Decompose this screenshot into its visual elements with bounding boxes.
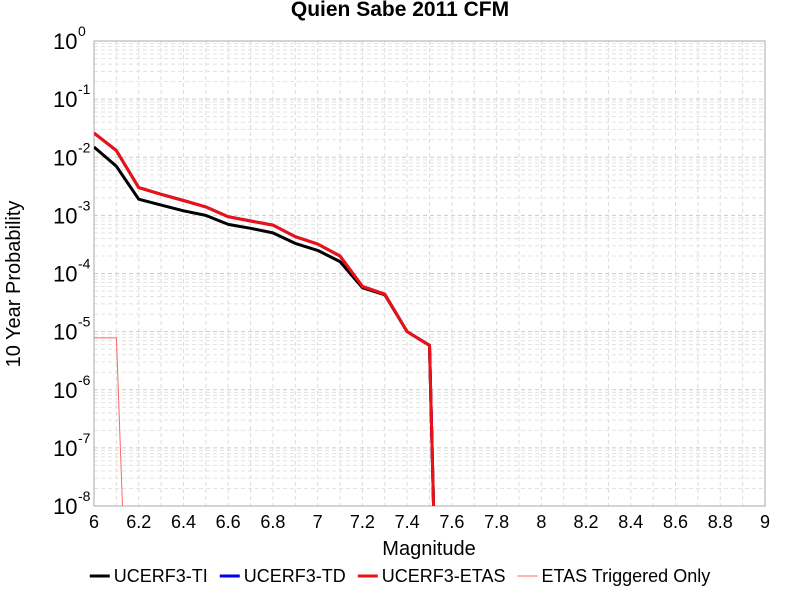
y-tick-label: 10 -8	[53, 488, 91, 519]
y-tick-exponent: -7	[78, 430, 91, 446]
y-tick-base: 10	[53, 378, 77, 403]
x-tick-label: 7.4	[395, 512, 420, 532]
y-tick-exponent: -2	[78, 139, 91, 155]
y-tick-exponent: -8	[78, 488, 91, 504]
x-tick-label: 8.4	[618, 512, 643, 532]
y-tick-exponent: -3	[78, 197, 91, 213]
x-tick-label: 6.4	[171, 512, 196, 532]
plot-area-frame	[93, 40, 766, 507]
x-tick-label: 8	[536, 512, 546, 532]
y-tick-label: 10 0	[53, 23, 86, 54]
x-tick-label: 7.6	[439, 512, 464, 532]
x-tick-label: 9	[760, 512, 770, 532]
y-tick-label: 10 -7	[53, 430, 91, 461]
y-tick-base: 10	[53, 29, 77, 54]
legend-label: UCERF3-ETAS	[382, 566, 506, 586]
y-tick-base: 10	[53, 203, 77, 228]
legend-label: UCERF3-TI	[114, 566, 208, 586]
x-axis-label: Magnitude	[382, 538, 475, 560]
y-tick-base: 10	[53, 494, 77, 519]
legend-item: UCERF3-TI	[89, 566, 208, 586]
series-line-ucerf3-etas	[94, 131, 436, 506]
x-tick-label: 8.6	[663, 512, 688, 532]
x-tick-labels: 6 6.2 6.4 6.6 6.8 7 7.2 7.4 7.6 7.8 8 8.2 8.4 8.6 8.8 9	[89, 512, 770, 532]
x-tick-label: 7	[313, 512, 323, 532]
y-tick-base: 10	[53, 320, 77, 345]
chart-title: Quien Sabe 2011 CFM	[291, 0, 509, 21]
x-tick-label: 6	[89, 512, 99, 532]
series-line-ucerf3-ti	[94, 145, 436, 506]
grid-lines	[93, 41, 766, 507]
x-tick-label: 7.8	[484, 512, 509, 532]
y-tick-exponent: -4	[78, 256, 91, 272]
y-tick-exponent: -6	[78, 372, 91, 388]
y-tick-label: 10 -2	[53, 139, 91, 170]
series-lines	[94, 131, 436, 506]
y-tick-base: 10	[53, 87, 77, 112]
y-tick-base: 10	[53, 145, 77, 170]
y-tick-exponent: 0	[78, 23, 86, 39]
x-tick-label: 6.2	[126, 512, 151, 532]
y-tick-exponent: -5	[78, 314, 91, 330]
legend: UCERF3-TI UCERF3-TD UCERF3-ETAS ETAS Trigge…	[89, 566, 710, 586]
legend-item: ETAS Triggered Only	[517, 566, 710, 586]
y-tick-label: 10 -6	[53, 372, 91, 403]
y-tick-label: 10 -5	[53, 314, 91, 345]
x-tick-label: 6.6	[216, 512, 241, 532]
y-tick-exponent: -1	[78, 81, 91, 97]
x-tick-label: 7.2	[350, 512, 375, 532]
legend-label: UCERF3-TD	[244, 566, 346, 586]
series-line-etas-triggered-only	[94, 337, 123, 506]
y-tick-label: 10 -1	[53, 81, 91, 112]
legend-item: UCERF3-TD	[219, 566, 346, 586]
x-tick-label: 8.2	[574, 512, 599, 532]
y-tick-base: 10	[53, 262, 77, 287]
legend-label: ETAS Triggered Only	[541, 566, 710, 586]
legend-item: UCERF3-ETAS	[357, 566, 506, 586]
x-tick-label: 6.8	[260, 512, 285, 532]
x-tick-label: 8.8	[708, 512, 733, 532]
y-tick-label: 10 -3	[53, 197, 91, 228]
y-tick-label: 10 -4	[53, 256, 91, 287]
y-tick-base: 10	[53, 436, 77, 461]
y-axis-label: 10 Year Probability	[3, 201, 25, 368]
